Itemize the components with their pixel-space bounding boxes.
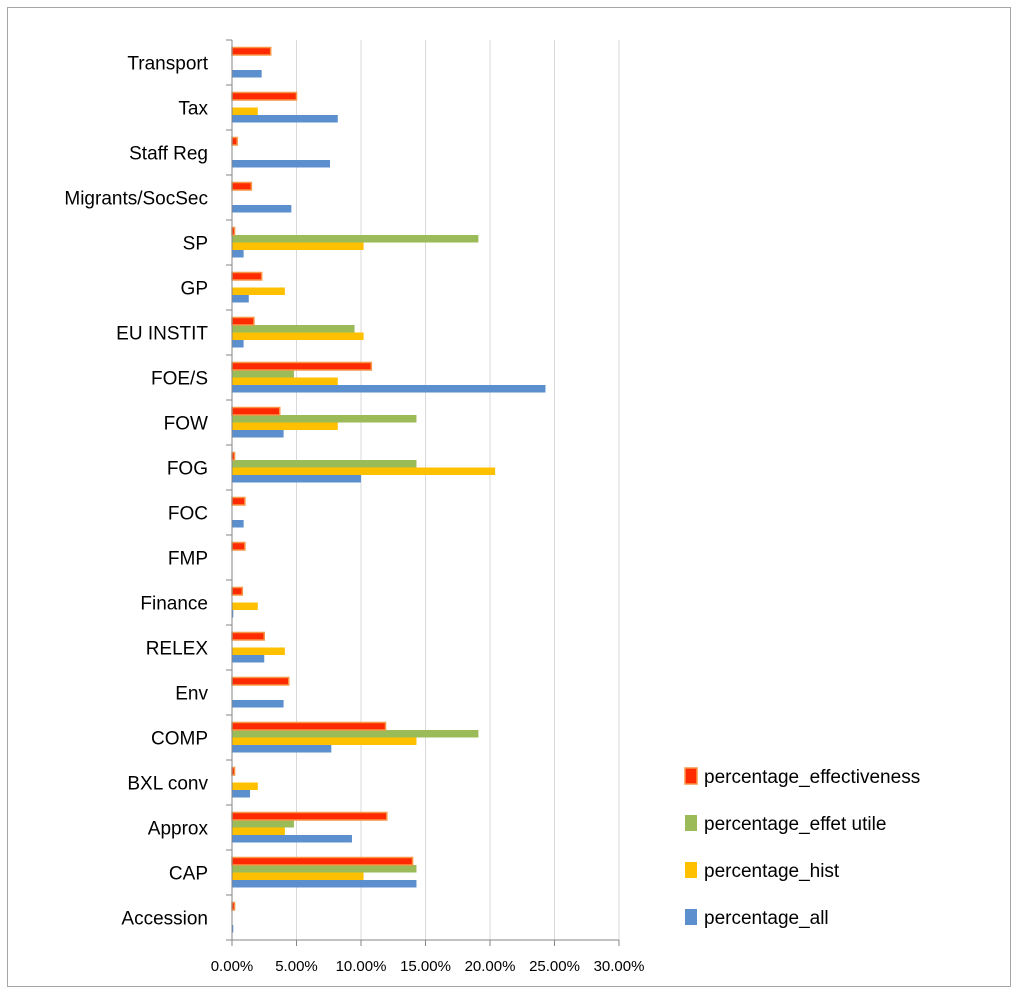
category-label: Approx — [148, 819, 209, 840]
x-tick-label: 25.00% — [529, 958, 580, 975]
legend-swatch — [685, 862, 697, 878]
bar — [232, 745, 332, 753]
category-label: EU INSTIT — [116, 324, 208, 345]
category-label: FOE/S — [151, 369, 208, 390]
x-tick-label: 0.00% — [211, 958, 254, 975]
bar — [232, 115, 338, 123]
category-label: Accession — [121, 909, 208, 930]
bar — [232, 422, 338, 430]
bar — [231, 631, 265, 641]
x-tick-label: 30.00% — [594, 958, 645, 975]
bar — [231, 46, 272, 56]
legend-label: percentage_effectiveness — [704, 767, 920, 788]
category-label: SP — [183, 234, 208, 255]
bar — [232, 700, 284, 708]
bar — [232, 430, 284, 438]
bar — [232, 377, 338, 385]
bar — [232, 655, 265, 663]
category-label: BXL conv — [127, 774, 208, 795]
bar — [231, 676, 290, 686]
legend-label: percentage_effet utile — [704, 814, 886, 835]
bar — [231, 721, 387, 731]
bar — [232, 160, 331, 168]
chart-frame — [7, 7, 1011, 987]
legend-label: percentage_all — [704, 908, 829, 929]
x-tick-label: 20.00% — [465, 958, 516, 975]
bar — [232, 835, 352, 843]
bar — [231, 811, 388, 821]
bar — [232, 730, 479, 738]
category-label: Staff Reg — [129, 144, 208, 165]
bar — [232, 107, 258, 115]
bar — [232, 602, 258, 610]
category-label: CAP — [169, 864, 208, 885]
bar — [232, 205, 292, 213]
bar — [232, 520, 244, 528]
bar — [232, 782, 258, 790]
category-label: Env — [175, 684, 208, 705]
x-tick-label: 15.00% — [400, 958, 451, 975]
bar — [232, 235, 479, 243]
category-label: FMP — [168, 549, 208, 570]
bar — [232, 295, 249, 303]
bar — [231, 271, 263, 281]
bar — [232, 647, 285, 655]
legend-swatch — [685, 815, 697, 831]
category-label: FOG — [167, 459, 208, 480]
bar — [232, 385, 546, 393]
bar — [232, 865, 417, 873]
category-label: Finance — [140, 594, 208, 615]
category-label: FOW — [164, 414, 208, 435]
bar — [232, 610, 234, 618]
category-label: COMP — [151, 729, 208, 750]
bar — [232, 250, 244, 258]
category-label: Tax — [178, 99, 208, 120]
category-label: GP — [181, 279, 208, 300]
bar — [231, 541, 246, 551]
bar — [232, 325, 355, 333]
bar — [231, 316, 255, 326]
bar — [232, 475, 361, 483]
bar — [232, 287, 285, 295]
bar — [231, 361, 373, 371]
bar — [231, 586, 244, 596]
bar — [232, 820, 294, 828]
bar — [232, 70, 262, 78]
legend-swatch — [685, 909, 697, 925]
bar — [232, 460, 417, 468]
x-tick-label: 10.00% — [336, 958, 387, 975]
category-label: RELEX — [146, 639, 209, 660]
bar — [232, 827, 285, 835]
bar — [232, 737, 417, 745]
bar — [232, 467, 496, 475]
bar — [232, 925, 234, 933]
bar — [231, 856, 414, 866]
bar — [232, 872, 364, 880]
bar — [231, 406, 281, 416]
category-label: Transport — [127, 54, 208, 75]
legend-swatch — [684, 767, 698, 785]
legend-label: percentage_hist — [704, 861, 840, 882]
bar — [231, 136, 238, 146]
bar — [232, 880, 417, 888]
bar — [231, 181, 253, 191]
bar — [232, 415, 417, 423]
x-tick-label: 5.00% — [275, 958, 318, 975]
bar — [231, 496, 246, 506]
bar — [232, 790, 251, 798]
bar — [231, 91, 298, 101]
bar — [232, 340, 244, 348]
bar — [232, 370, 294, 378]
bar — [232, 332, 364, 340]
bar — [232, 242, 364, 250]
category-label: Migrants/SocSec — [64, 189, 208, 210]
category-label: FOC — [168, 504, 208, 525]
